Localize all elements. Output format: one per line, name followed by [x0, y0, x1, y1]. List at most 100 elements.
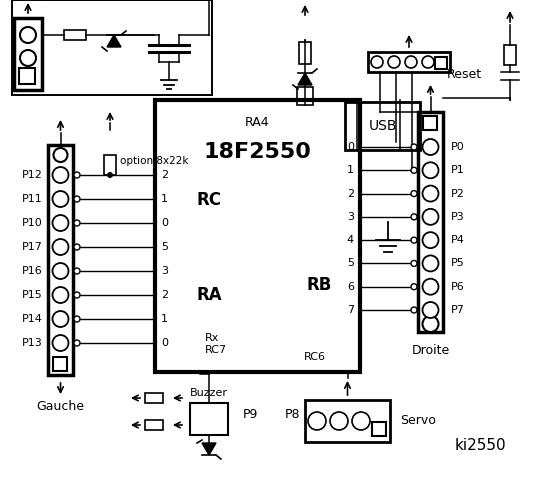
Text: P7: P7: [451, 305, 465, 315]
Circle shape: [53, 335, 69, 351]
Circle shape: [53, 239, 69, 255]
Circle shape: [74, 316, 80, 322]
Circle shape: [422, 232, 439, 248]
Circle shape: [422, 139, 439, 155]
Bar: [145, 420, 163, 430]
Circle shape: [74, 340, 80, 346]
Text: P0: P0: [451, 142, 465, 152]
Circle shape: [74, 196, 80, 202]
Circle shape: [352, 412, 370, 430]
Bar: [145, 393, 163, 403]
Circle shape: [411, 191, 417, 197]
Text: P10: P10: [22, 218, 43, 228]
Text: 2: 2: [161, 170, 168, 180]
Text: 4: 4: [347, 235, 354, 245]
Bar: [435, 57, 447, 69]
Bar: [12, 0, 212, 95]
Bar: [48, 145, 73, 375]
Bar: [19, 68, 35, 84]
Text: RB: RB: [306, 276, 332, 294]
Text: 2: 2: [347, 189, 354, 199]
Circle shape: [405, 56, 417, 68]
Text: P9: P9: [242, 408, 258, 420]
Text: P13: P13: [22, 338, 43, 348]
Circle shape: [74, 172, 80, 178]
Text: P14: P14: [22, 314, 43, 324]
Polygon shape: [298, 73, 312, 85]
Circle shape: [20, 50, 36, 66]
Bar: [368, 52, 450, 72]
Text: 6: 6: [347, 282, 354, 292]
Circle shape: [53, 263, 69, 279]
Bar: [297, 87, 313, 105]
Circle shape: [53, 311, 69, 327]
Text: Gauche: Gauche: [36, 400, 85, 413]
Circle shape: [422, 209, 439, 225]
Text: Servo: Servo: [400, 415, 436, 428]
Bar: [104, 155, 116, 175]
Text: Buzzer: Buzzer: [190, 388, 228, 398]
Text: 1: 1: [161, 194, 168, 204]
Text: 1: 1: [347, 165, 354, 175]
Circle shape: [411, 261, 417, 266]
Circle shape: [422, 255, 439, 271]
Circle shape: [411, 144, 417, 150]
Text: Rx
RC7: Rx RC7: [205, 333, 227, 355]
Circle shape: [53, 287, 69, 303]
Circle shape: [74, 220, 80, 226]
Circle shape: [388, 56, 400, 68]
Bar: [305, 400, 390, 442]
Text: P11: P11: [22, 194, 43, 204]
Bar: [418, 112, 443, 332]
Text: RC6: RC6: [304, 352, 326, 362]
Text: P12: P12: [22, 170, 43, 180]
Text: 1: 1: [161, 314, 168, 324]
Bar: [64, 30, 86, 40]
Text: P4: P4: [451, 235, 465, 245]
Circle shape: [422, 302, 439, 318]
Circle shape: [308, 412, 326, 430]
Circle shape: [74, 292, 80, 298]
Text: RA: RA: [197, 286, 223, 304]
Text: P6: P6: [451, 282, 465, 292]
Text: P15: P15: [22, 290, 43, 300]
Text: P3: P3: [451, 212, 465, 222]
Bar: [423, 116, 437, 130]
Circle shape: [53, 167, 69, 183]
Circle shape: [74, 244, 80, 250]
Text: 0: 0: [161, 218, 168, 228]
Bar: [53, 357, 67, 371]
Text: Reset: Reset: [447, 69, 482, 82]
Text: P5: P5: [451, 258, 465, 268]
Circle shape: [411, 214, 417, 220]
Text: 0: 0: [347, 142, 354, 152]
Circle shape: [411, 307, 417, 313]
Circle shape: [330, 412, 348, 430]
Circle shape: [411, 168, 417, 173]
Circle shape: [107, 172, 113, 178]
Circle shape: [20, 27, 36, 43]
Text: 2: 2: [161, 290, 168, 300]
Bar: [190, 403, 228, 435]
Polygon shape: [202, 443, 216, 455]
Text: RC: RC: [197, 191, 222, 209]
Circle shape: [53, 215, 69, 231]
Circle shape: [411, 237, 417, 243]
Circle shape: [422, 279, 439, 295]
Text: 18F2550: 18F2550: [204, 142, 311, 162]
Circle shape: [422, 316, 439, 332]
Text: 3: 3: [347, 212, 354, 222]
Text: option 8x22k: option 8x22k: [120, 156, 189, 166]
Circle shape: [422, 186, 439, 202]
Text: 7: 7: [347, 305, 354, 315]
Bar: [14, 18, 42, 90]
Text: 5: 5: [347, 258, 354, 268]
Text: P1: P1: [451, 165, 465, 175]
Text: USB: USB: [368, 119, 397, 133]
Circle shape: [74, 268, 80, 274]
Bar: [155, 100, 360, 372]
Text: Droite: Droite: [411, 344, 450, 357]
Text: P2: P2: [451, 189, 465, 199]
Polygon shape: [107, 35, 121, 47]
Circle shape: [422, 162, 439, 178]
